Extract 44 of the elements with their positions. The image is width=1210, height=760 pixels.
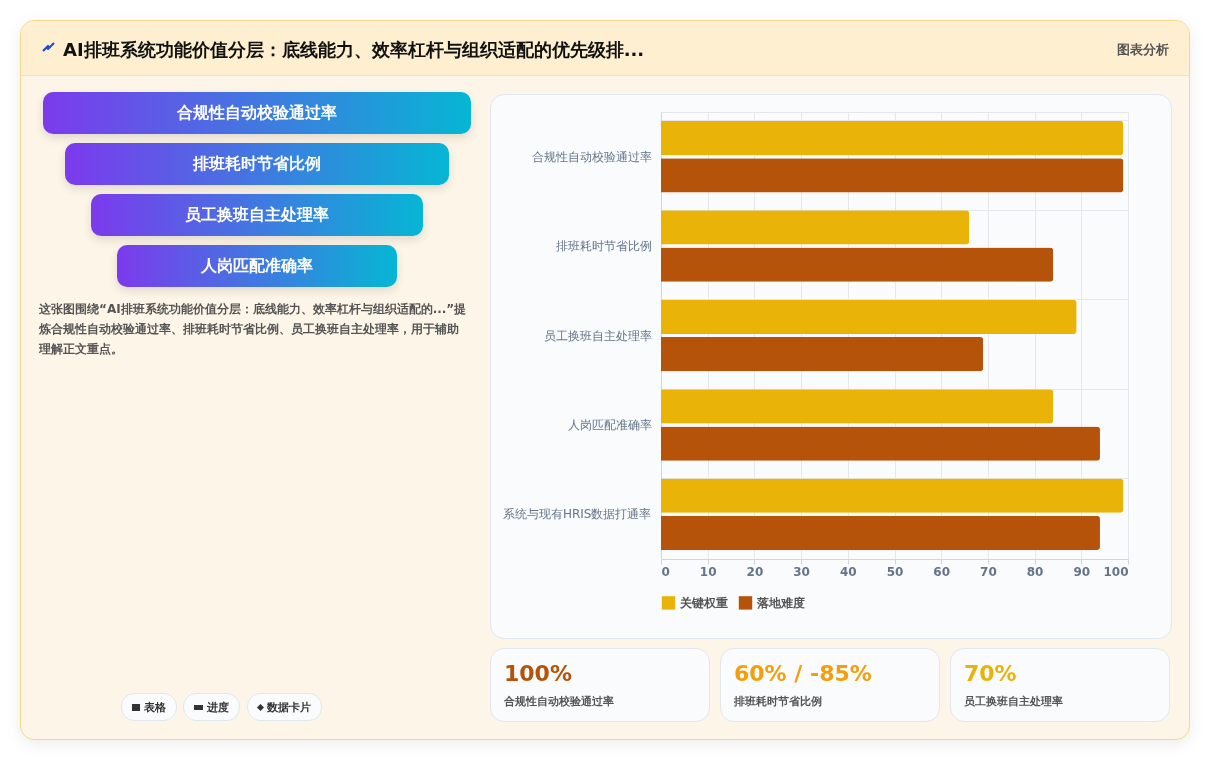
text: 这张图围绕“AI排班系统功能价值分层：底线能力、效率杠杆与组织适配的...”提炼合规性自动校验通过率、排班耗时节省比例、员工换班自主处理率，用于辅助理解正文重点。 bbox=[39, 301, 468, 358]
text: 排班耗时节省比例 bbox=[734, 694, 822, 709]
bar bbox=[661, 389, 1054, 424]
text: 100% bbox=[504, 661, 572, 686]
bar bbox=[661, 120, 1124, 156]
text: 排班耗时节省比例 bbox=[65, 143, 449, 185]
text: 合规性自动校验通过率 bbox=[43, 92, 471, 134]
y-tick-label: 系统与现有HRIS数据打通率 bbox=[502, 507, 652, 522]
legend-label: 关键权重 bbox=[679, 595, 728, 610]
x-tick-label: 60 bbox=[933, 564, 951, 579]
y-tick-label: 排班耗时节省比例 bbox=[555, 239, 652, 254]
text: 数据卡片 bbox=[267, 699, 311, 715]
bar bbox=[661, 158, 1124, 193]
x-tick-label: 50 bbox=[886, 564, 904, 579]
y-tick-label: 员工换班自主处理率 bbox=[543, 328, 652, 343]
text: 合规性自动校验通过率 bbox=[504, 694, 614, 709]
bar bbox=[661, 247, 1054, 282]
bar bbox=[661, 210, 970, 245]
x-tick-label: 70 bbox=[980, 564, 997, 579]
bar bbox=[661, 299, 1077, 335]
text: 70% bbox=[964, 661, 1017, 686]
bar bbox=[661, 336, 984, 372]
legend-label: 落地难度 bbox=[756, 595, 805, 610]
text: 表格 bbox=[144, 699, 166, 715]
bar bbox=[661, 478, 1124, 513]
x-tick-label: 0 bbox=[661, 564, 670, 579]
text: 图表分析 bbox=[1117, 41, 1169, 59]
bar bbox=[661, 426, 1100, 461]
text: 员工换班自主处理率 bbox=[964, 694, 1063, 709]
text: AI排班系统功能价值分层：底线能力、效率杠杆与组织适配的优先级排... bbox=[63, 38, 645, 62]
text: 员工换班自主处理率 bbox=[91, 194, 423, 236]
x-tick-label: 30 bbox=[793, 564, 810, 579]
bar bbox=[661, 515, 1100, 551]
x-tick-label: 80 bbox=[1026, 564, 1044, 579]
y-tick-label: 人岗匹配准确率 bbox=[567, 417, 652, 432]
y-tick-label: 合规性自动校验通过率 bbox=[531, 149, 652, 164]
text: 人岗匹配准确率 bbox=[117, 245, 397, 287]
text: 60% / -85% bbox=[734, 661, 872, 686]
x-tick-label: 20 bbox=[746, 564, 764, 579]
x-tick-label: 100 bbox=[1103, 564, 1129, 579]
x-tick-label: 40 bbox=[839, 564, 857, 579]
x-tick-label: 10 bbox=[699, 564, 717, 579]
x-tick-label: 90 bbox=[1073, 564, 1091, 579]
text: 进度 bbox=[207, 699, 229, 715]
